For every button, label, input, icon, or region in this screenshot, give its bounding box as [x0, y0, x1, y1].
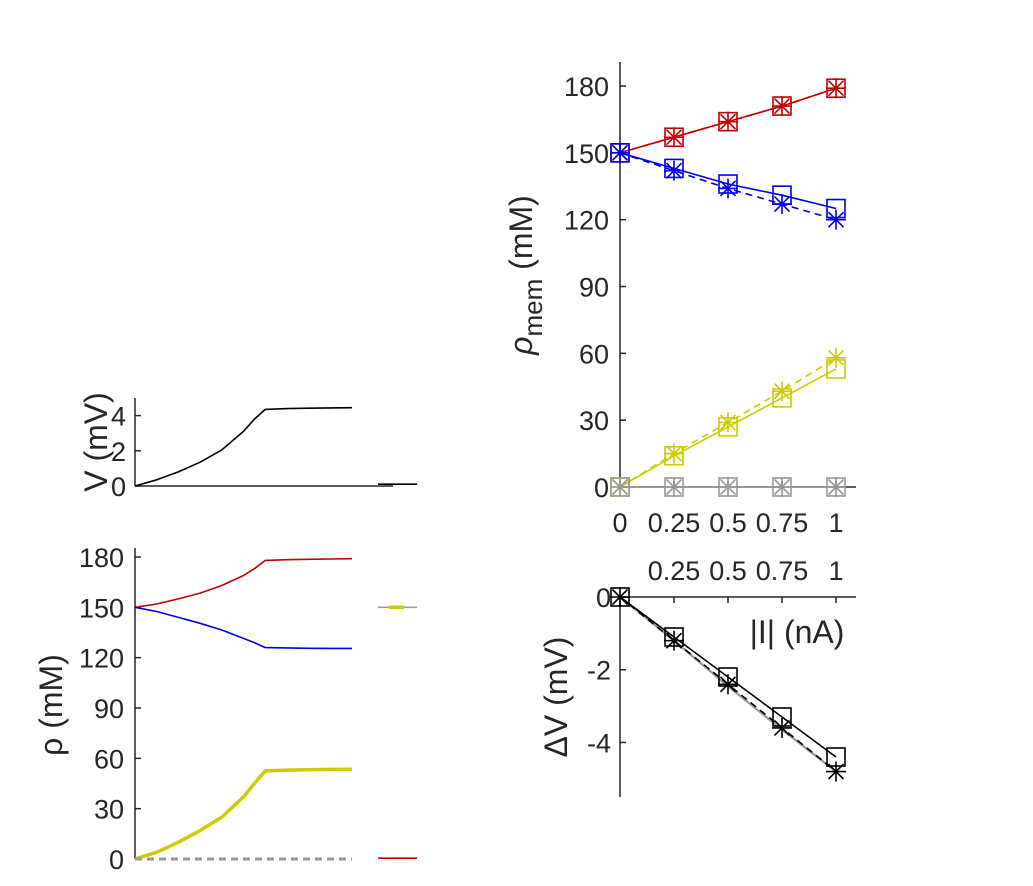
star-stroke — [827, 763, 845, 780]
x-tick-label: 0.5 — [709, 556, 747, 586]
delta-v-vs-current-panel: 0 -2 -4 0.25 0.5 0.75 1 |I| (nA) ΔV (mV) — [538, 556, 856, 797]
star-marker — [610, 142, 630, 163]
y-axis-label: V (mV) — [78, 392, 114, 492]
star-stroke — [665, 478, 683, 496]
y-tick-label: 0 — [596, 583, 611, 613]
star-stroke — [611, 144, 629, 161]
star-marker — [772, 477, 792, 497]
x-tick-label: 0.5 — [709, 508, 747, 538]
star-marker — [826, 761, 846, 782]
x-tick-label: 1 — [828, 508, 843, 538]
star-marker — [826, 78, 846, 99]
x-axis-label: |I| (nA) — [750, 614, 845, 650]
voltage-trace-panel: 0 2 4V (mV) — [78, 392, 418, 502]
star-marker — [772, 194, 792, 215]
star-marker — [718, 111, 738, 132]
star-marker — [664, 630, 684, 651]
y-tick-label: -2 — [587, 656, 611, 686]
star-marker — [826, 209, 846, 230]
x-tick-label: 0.75 — [756, 508, 809, 538]
y-tick-label: 0 — [109, 845, 124, 875]
star-stroke — [827, 80, 845, 97]
star-stroke — [719, 676, 737, 693]
star-stroke — [773, 719, 791, 736]
series-line-1 — [134, 606, 352, 650]
star-stroke — [719, 180, 737, 197]
star-marker — [718, 477, 738, 497]
star-stroke — [827, 211, 845, 228]
y-tick-label: 150 — [79, 593, 124, 623]
series-line-0 — [134, 557, 353, 609]
y-tick-label: 180 — [564, 72, 609, 102]
star-marker — [772, 381, 792, 402]
y-tick-label: 60 — [579, 339, 609, 369]
x-tick-label: 0.25 — [648, 556, 701, 586]
star-marker — [664, 160, 684, 181]
y-tick-label: 0 — [111, 472, 126, 502]
y-tick-label: 0 — [594, 473, 609, 503]
star-marker — [826, 477, 846, 497]
star-stroke — [773, 478, 791, 496]
y-axis-label: ρ (mM) — [33, 654, 69, 756]
y-tick-label: 2 — [111, 437, 126, 467]
y-tick-label: 180 — [79, 543, 124, 573]
y-axis-label: ρmem (mM) — [503, 195, 548, 356]
y-axis-label: ΔV (mV) — [538, 637, 574, 758]
star-marker — [718, 412, 738, 433]
star-stroke — [665, 129, 683, 146]
star-marker — [826, 347, 846, 368]
x-tick-label: 0.75 — [756, 556, 809, 586]
star-stroke — [665, 445, 683, 462]
star-stroke — [827, 478, 845, 496]
star-stroke — [665, 162, 683, 179]
concentration-trace-panel: 0 30 60 90 120 150 180 ρ (mM) — [33, 543, 418, 875]
series-line-2 — [134, 767, 353, 861]
star-stroke — [611, 588, 629, 606]
x-tick-label: 0.25 — [648, 508, 701, 538]
y-tick-label: 60 — [94, 744, 124, 774]
star-marker — [610, 587, 630, 607]
y-tick-label: 90 — [579, 273, 609, 303]
star-stroke — [719, 113, 737, 130]
star-stroke — [773, 383, 791, 400]
star-marker — [664, 477, 684, 497]
rho-mem-vs-current-panel: 0 30 60 90 120 150 180 0 0.25 0.5 0.75 1 ρmem (mM) — [503, 62, 856, 538]
y-tick-label: 4 — [111, 402, 126, 432]
x-tick-label: 1 — [828, 556, 843, 586]
y-tick-label: 120 — [79, 644, 124, 674]
star-stroke — [773, 97, 791, 115]
star-marker — [718, 178, 738, 199]
star-marker — [664, 443, 684, 464]
star-stroke — [773, 196, 791, 213]
star-marker — [772, 717, 792, 738]
star-marker — [664, 127, 684, 148]
y-tick-label: -4 — [587, 728, 611, 758]
y-tick-label: 120 — [564, 206, 609, 236]
star-stroke — [827, 349, 845, 366]
x-tick-label: 0 — [612, 508, 627, 538]
y-tick-label: 30 — [579, 406, 609, 436]
series-line-0 — [134, 406, 353, 487]
y-tick-label: 30 — [94, 795, 124, 825]
star-stroke — [611, 478, 629, 496]
y-tick-label: 90 — [94, 694, 124, 724]
star-stroke — [719, 478, 737, 496]
star-marker — [772, 96, 792, 117]
star-marker — [610, 477, 630, 497]
star-marker — [718, 674, 738, 695]
y-tick-label: 150 — [564, 139, 609, 169]
star-stroke — [665, 632, 683, 649]
star-stroke — [719, 414, 737, 431]
